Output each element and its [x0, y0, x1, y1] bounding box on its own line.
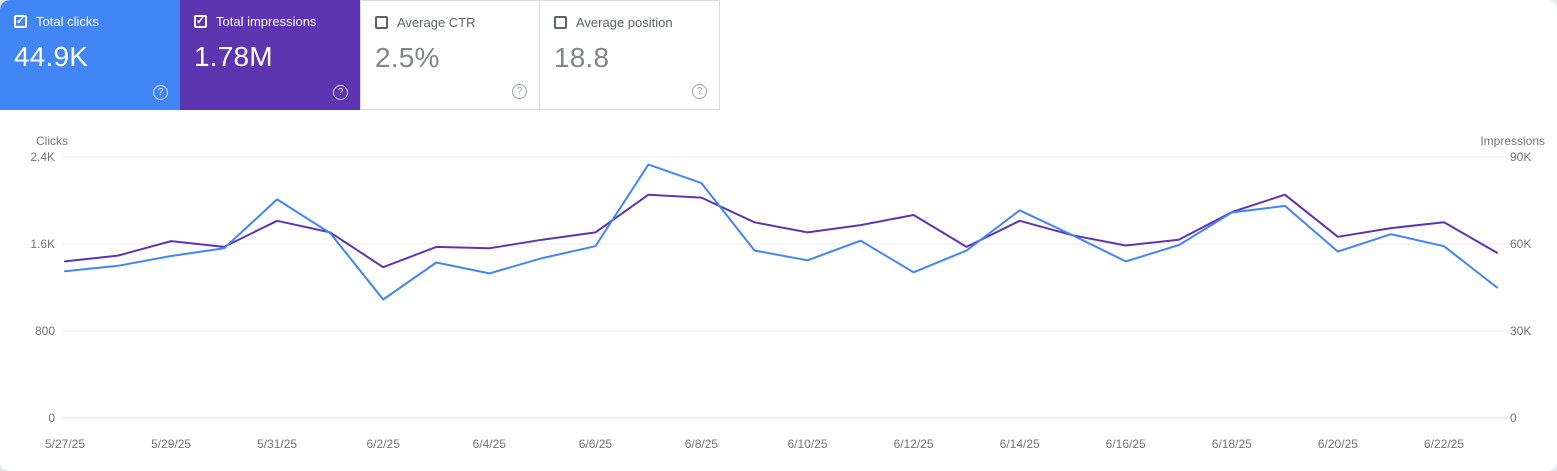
help-icon[interactable]: ?: [333, 85, 348, 100]
card-total-clicks[interactable]: ✓ Total clicks 44.9K ?: [0, 0, 180, 110]
left-tick-label: 800: [35, 324, 55, 338]
x-tick-label: 6/4/25: [473, 437, 507, 451]
x-tick-label: 5/31/25: [257, 437, 297, 451]
help-icon[interactable]: ?: [512, 84, 527, 99]
card-label: Total impressions: [216, 14, 317, 29]
total-clicks-value: 44.9K: [14, 41, 89, 72]
average-ctr-checkbox[interactable]: [375, 16, 388, 29]
total-impressions-checkbox[interactable]: ✓: [194, 15, 207, 28]
right-tick-label: 30K: [1510, 324, 1531, 338]
help-icon[interactable]: ?: [692, 84, 707, 99]
card-label: Average position: [576, 15, 673, 30]
card-header: ✓ Total impressions: [194, 14, 346, 29]
help-icon[interactable]: ?: [153, 85, 168, 100]
card-label: Average CTR: [397, 15, 476, 30]
card-average-position[interactable]: Average position 18.8 ?: [540, 0, 720, 110]
x-tick-label: 6/20/25: [1318, 437, 1358, 451]
right-tick-label: 90K: [1510, 150, 1531, 164]
series-line-total-clicks[interactable]: [64, 163, 1498, 301]
average-position-checkbox[interactable]: [554, 16, 567, 29]
card-header: ✓ Total clicks: [14, 14, 166, 29]
total-impressions-value: 1.78M: [194, 41, 273, 72]
x-tick-label: 6/6/25: [579, 437, 613, 451]
x-tick-label: 6/16/25: [1106, 437, 1146, 451]
chart-svg[interactable]: Clicks Impressions 2.4K 1.6K 800 0 90K 60K 30K 0 5…: [0, 110, 1557, 471]
right-tick-label: 60K: [1510, 237, 1531, 251]
left-tick-label: 1.6K: [30, 237, 55, 251]
series-line-total-impressions[interactable]: [64, 193, 1498, 269]
card-header: Average position: [554, 15, 705, 30]
right-tick-label: 0: [1510, 411, 1517, 425]
right-axis-title: Impressions: [1480, 134, 1545, 148]
x-tick-label: 6/2/25: [367, 437, 401, 451]
total-clicks-checkbox[interactable]: ✓: [14, 15, 27, 28]
card-total-impressions[interactable]: ✓ Total impressions 1.78M ?: [180, 0, 360, 110]
x-tick-label: 6/14/25: [1000, 437, 1040, 451]
x-tick-label: 6/18/25: [1212, 437, 1252, 451]
x-tick-label: 5/27/25: [45, 437, 85, 451]
x-tick-label: 6/10/25: [787, 437, 827, 451]
average-ctr-value: 2.5%: [375, 42, 440, 73]
performance-line-chart[interactable]: Clicks Impressions 2.4K 1.6K 800 0 90K 60K 30K 0 5…: [0, 110, 1557, 471]
average-position-value: 18.8: [554, 42, 610, 73]
card-label: Total clicks: [36, 14, 99, 29]
left-tick-label: 0: [48, 411, 55, 425]
card-average-ctr[interactable]: Average CTR 2.5% ?: [360, 0, 540, 110]
left-tick-label: 2.4K: [30, 150, 55, 164]
x-tick-label: 5/29/25: [151, 437, 191, 451]
card-header: Average CTR: [375, 15, 525, 30]
x-tick-label: 6/8/25: [685, 437, 719, 451]
x-tick-label: 6/12/25: [894, 437, 934, 451]
x-tick-label: 6/22/25: [1424, 437, 1464, 451]
left-axis-title: Clicks: [36, 134, 68, 148]
metric-cards: ✓ Total clicks 44.9K ? ✓ Total impressio…: [0, 0, 720, 110]
